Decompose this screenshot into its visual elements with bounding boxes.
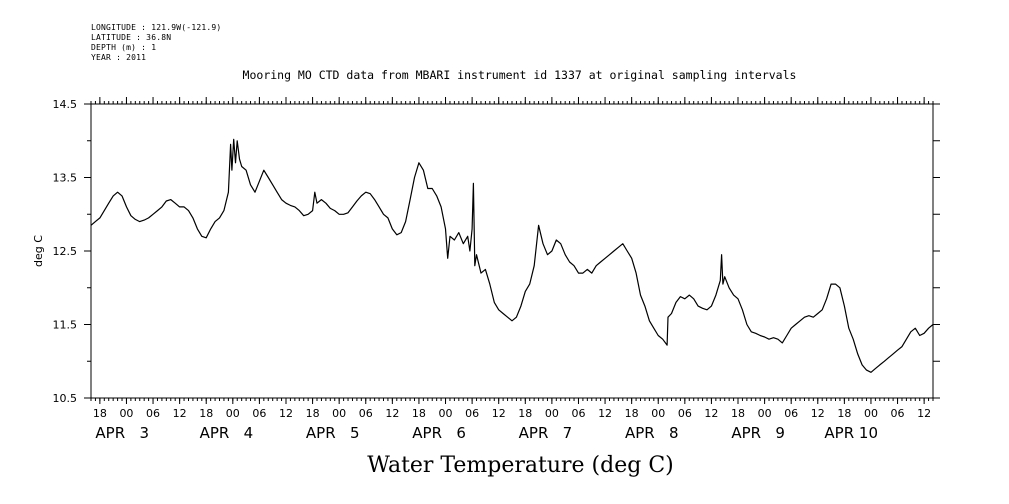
x-tick-label: 18: [518, 407, 532, 420]
x-tick-label: 18: [625, 407, 639, 420]
x-tick-label: 00: [439, 407, 453, 420]
x-tick-label: 06: [784, 407, 798, 420]
line-chart: 14.5 13.5 12.5 11.5 10.5 deg C 18 00 06 12 18 00 06 1…: [32, 97, 940, 442]
x-tick-label: 12: [385, 407, 399, 420]
x-tick-label: 12: [917, 407, 931, 420]
x-tick-label: 00: [226, 407, 240, 420]
x-tick-label: 00: [758, 407, 772, 420]
depth-label: DEPTH (m) : 1: [91, 43, 157, 52]
series-layer: [90, 138, 934, 373]
longitude-label: LONGITUDE : 121.9W(-121.9): [91, 23, 222, 32]
x-tick-label: 00: [545, 407, 559, 420]
y-tick-label: 10.5: [53, 392, 78, 405]
x-tick-label: 06: [571, 407, 585, 420]
x-day-label: APR 7: [519, 424, 573, 442]
y-tick-label: 13.5: [53, 172, 78, 185]
axes: 14.5 13.5 12.5 11.5 10.5 deg C 18 00 06 12 18 00 06 1…: [32, 97, 940, 442]
x-tick-label: 06: [146, 407, 160, 420]
x-axis-title: Water Temperature (deg C): [367, 453, 674, 478]
x-day-label: APR 3: [95, 424, 149, 442]
x-day-label: APR 4: [200, 424, 254, 442]
x-day-label: APR 8: [625, 424, 679, 442]
plot-frame: [90, 103, 934, 399]
x-tick-label: 18: [199, 407, 213, 420]
x-tick-label: 12: [704, 407, 718, 420]
x-tick-label: 12: [598, 407, 612, 420]
x-tick-label: 12: [279, 407, 293, 420]
x-tick-label: 06: [359, 407, 373, 420]
x-tick-label: 12: [811, 407, 825, 420]
x-tick-label: 18: [306, 407, 320, 420]
y-tick-label: 14.5: [53, 98, 78, 111]
x-tick-label: 00: [332, 407, 346, 420]
x-tick-label: 06: [678, 407, 692, 420]
x-tick-label: 06: [465, 407, 479, 420]
chart-title: Mooring MO CTD data from MBARI instrumen…: [242, 68, 797, 82]
x-tick-label: 12: [492, 407, 506, 420]
year-label: YEAR : 2011: [91, 53, 147, 62]
x-tick-label: 06: [891, 407, 905, 420]
x-day-label: APR 10: [824, 424, 878, 442]
x-tick-label: 18: [837, 407, 851, 420]
x-day-label: APR 6: [412, 424, 466, 442]
x-tick-label: 12: [173, 407, 187, 420]
temperature-series-line: [90, 138, 934, 373]
x-tick-label: 18: [412, 407, 426, 420]
x-tick-label: 00: [119, 407, 133, 420]
x-tick-label: 06: [252, 407, 266, 420]
y-axis-title: deg C: [32, 235, 45, 267]
x-tick-label: 00: [651, 407, 665, 420]
x-day-label: APR 5: [306, 424, 360, 442]
metadata-block: LONGITUDE : 121.9W(-121.9) LATITUDE : 36…: [91, 23, 221, 63]
x-day-label: APR 9: [731, 424, 785, 442]
x-tick-label: 18: [731, 407, 745, 420]
y-tick-label: 11.5: [53, 319, 78, 332]
x-tick-label: 00: [864, 407, 878, 420]
latitude-label: LATITUDE : 36.8N: [91, 33, 172, 42]
x-tick-label: 18: [93, 407, 107, 420]
y-tick-label: 12.5: [53, 245, 78, 258]
